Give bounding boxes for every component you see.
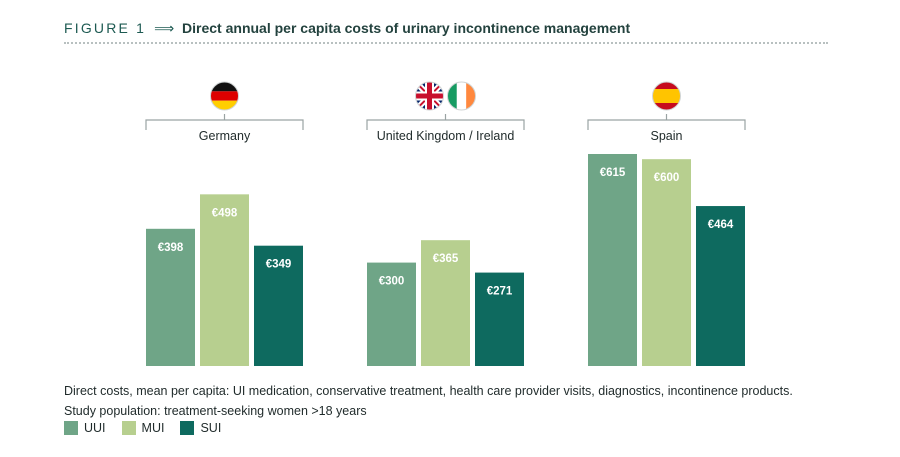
ireland-flag bbox=[447, 82, 476, 110]
data-label-spain-sui: €464 bbox=[708, 219, 734, 231]
footnotes: Direct costs, mean per capita: UI medica… bbox=[64, 381, 793, 421]
spain-flag-outline bbox=[652, 81, 681, 111]
bar-united-kingdom-ireland-mui bbox=[421, 240, 470, 366]
legend-label-sui: SUI bbox=[200, 421, 222, 435]
spain-flag bbox=[652, 82, 681, 110]
legend-item-mui: MUI bbox=[121, 421, 165, 435]
figure-header: FIGURE 1 ⟹ Direct annual per capita cost… bbox=[64, 20, 630, 37]
bar-spain-mui bbox=[642, 159, 691, 366]
legend: UUI MUI SUI bbox=[64, 421, 237, 435]
bar-spain-uui bbox=[588, 154, 637, 366]
bar-germany-uui bbox=[146, 228, 195, 366]
category-label-united-kingdom-ireland: United Kingdom / Ireland bbox=[377, 129, 515, 143]
germany-flag bbox=[210, 82, 239, 110]
figure-arrow-icon: ⟹ bbox=[154, 20, 175, 36]
data-label-united-kingdom-ireland-mui: €365 bbox=[433, 253, 459, 265]
bar-spain-sui bbox=[696, 206, 745, 366]
data-label-spain-mui: €600 bbox=[654, 172, 680, 184]
data-label-united-kingdom-ireland-sui: €271 bbox=[487, 286, 513, 298]
footnote-costs: Direct costs, mean per capita: UI medica… bbox=[64, 384, 793, 398]
bar-united-kingdom-ireland-sui bbox=[475, 272, 524, 366]
category-label-spain: Spain bbox=[651, 129, 683, 143]
header-divider bbox=[64, 42, 828, 44]
bar-united-kingdom-ireland-uui bbox=[367, 262, 416, 366]
legend-item-uui: UUI bbox=[64, 421, 106, 435]
germany-flag-outline bbox=[210, 81, 239, 111]
bar-germany-mui bbox=[200, 194, 249, 366]
data-label-germany-uui: €398 bbox=[158, 242, 184, 254]
category-label-germany: Germany bbox=[199, 129, 251, 143]
ireland-flag-outline bbox=[447, 81, 476, 111]
data-label-spain-uui: €615 bbox=[600, 167, 626, 179]
bar-germany-sui bbox=[254, 245, 303, 366]
legend-label-mui: MUI bbox=[141, 421, 165, 435]
data-label-germany-mui: €498 bbox=[212, 207, 238, 219]
legend-swatch-sui bbox=[180, 421, 195, 435]
legend-swatch-uui bbox=[64, 421, 78, 435]
legend-label-uui: UUI bbox=[84, 421, 106, 435]
legend-swatch-mui bbox=[121, 421, 136, 435]
data-label-united-kingdom-ireland-uui: €300 bbox=[379, 276, 405, 288]
footnote-population: Study population: treatment-seeking wome… bbox=[64, 404, 367, 418]
legend-item-sui: SUI bbox=[180, 421, 221, 435]
uk-flag bbox=[415, 82, 444, 110]
data-label-germany-sui: €349 bbox=[266, 259, 292, 271]
figure-title: Direct annual per capita costs of urinar… bbox=[182, 20, 631, 36]
uk-flag-outline bbox=[415, 81, 444, 111]
figure-label: FIGURE 1 bbox=[64, 20, 147, 36]
